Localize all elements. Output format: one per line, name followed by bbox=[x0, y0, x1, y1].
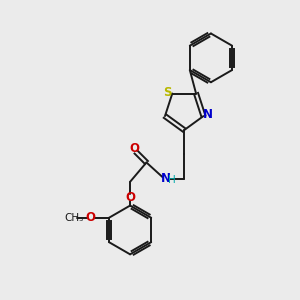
Text: H: H bbox=[167, 175, 175, 185]
Text: O: O bbox=[86, 211, 96, 224]
Text: N: N bbox=[161, 172, 171, 185]
Text: N: N bbox=[203, 108, 213, 122]
Text: S: S bbox=[163, 86, 172, 99]
Text: CH₃: CH₃ bbox=[64, 213, 84, 223]
Text: O: O bbox=[129, 142, 139, 155]
Text: O: O bbox=[125, 191, 135, 204]
